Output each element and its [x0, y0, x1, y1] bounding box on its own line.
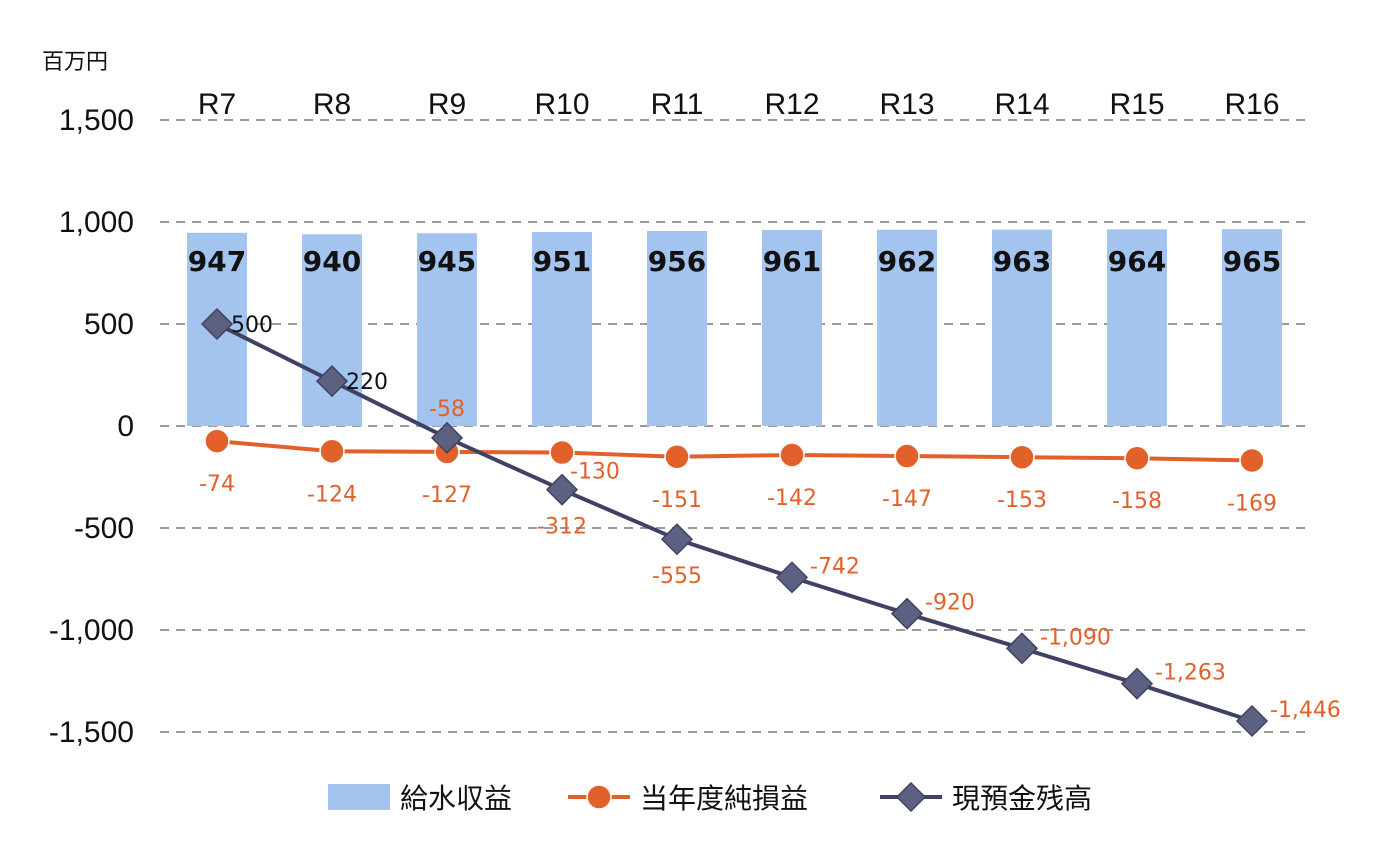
legend-label-dark-line: 現預金残高 — [952, 782, 1093, 815]
category-label: R11 — [651, 88, 704, 121]
bar — [532, 231, 592, 426]
legend-item-dark-line: 現預金残高 — [880, 770, 1092, 824]
line-value-label: 220 — [346, 370, 388, 395]
line-value-label: -151 — [652, 488, 702, 513]
diamond-marker — [200, 307, 234, 341]
category-label: R13 — [879, 88, 934, 121]
line-value-label: -1,263 — [1155, 661, 1226, 686]
category-label: R16 — [1224, 88, 1279, 121]
y-tick-label: -500 — [74, 512, 134, 545]
series-line — [216, 439, 1253, 463]
line-value-label: -142 — [767, 486, 817, 511]
circle-marker — [1239, 447, 1265, 474]
legend: 給水収益 当年度純損益 現預金残高 — [0, 770, 1400, 830]
line-series-当年度純損益 — [204, 428, 1265, 474]
bar-value-label: 964 — [1108, 245, 1166, 278]
diamond-marker — [315, 365, 349, 398]
bar — [417, 233, 477, 426]
diamond-marker — [1005, 632, 1039, 665]
legend-circle-marker-icon — [568, 784, 630, 810]
circle-marker — [319, 438, 345, 465]
data-labels: 947 940 945 951 956 961 962 963 964 965 -74 -124 -12… — [188, 245, 1341, 723]
legend-diamond-marker-icon — [880, 782, 942, 812]
diamond-marker — [1235, 704, 1269, 738]
bar — [1222, 229, 1282, 426]
diamond-marker — [1120, 667, 1154, 700]
circle-marker — [1124, 445, 1150, 471]
diamond-marker — [775, 561, 809, 594]
bar-value-label: 951 — [533, 245, 591, 278]
bar — [992, 229, 1052, 426]
line-value-label: -158 — [1112, 489, 1162, 514]
bar-value-label: 956 — [648, 245, 706, 278]
bar-value-label: 962 — [878, 245, 936, 278]
line-value-label: -1,446 — [1270, 698, 1341, 723]
y-tick-label: 500 — [84, 308, 134, 341]
legend-bar-swatch — [328, 784, 390, 810]
line-value-label: -312 — [537, 515, 587, 540]
line-value-label: -124 — [307, 482, 357, 507]
line-value-label: -74 — [199, 472, 235, 497]
bar-value-label: 940 — [303, 245, 361, 278]
y-tick-label: -1,500 — [49, 716, 134, 749]
y-tick-label: 1,500 — [59, 104, 134, 137]
circle-marker — [204, 428, 230, 454]
circle-marker — [779, 442, 805, 468]
diamond-marker — [545, 473, 579, 506]
circle-marker — [549, 439, 575, 466]
bar-value-label: 945 — [418, 245, 476, 278]
bar-value-label: 947 — [188, 245, 246, 278]
legend-label-bar: 給水収益 — [400, 782, 513, 815]
diamond-marker — [890, 597, 924, 630]
bar — [877, 229, 937, 426]
circle-marker — [1009, 444, 1035, 470]
y-axis-ticks: 1,500 1,000 500 0 -500 -1,000 -1,500 — [49, 104, 134, 749]
line-value-label: -555 — [652, 564, 702, 589]
line-value-label: -169 — [1227, 491, 1277, 516]
bar-value-label: 961 — [763, 245, 821, 278]
line-value-label: -130 — [570, 460, 620, 485]
series-line — [216, 322, 1253, 723]
line-value-label: -1,090 — [1040, 625, 1111, 650]
y-tick-label: 1,000 — [59, 206, 134, 239]
bar-series-給水収益 — [187, 229, 1282, 426]
line-value-label: -920 — [925, 591, 975, 616]
category-label: R10 — [534, 88, 589, 121]
line-value-label: 500 — [231, 313, 273, 338]
circle-marker — [894, 443, 920, 469]
category-label: R7 — [198, 88, 236, 121]
bar — [1107, 229, 1167, 426]
line-value-label: -742 — [810, 554, 860, 579]
category-label: R12 — [764, 88, 819, 121]
diamond-marker — [430, 421, 464, 454]
category-labels: R7 R8 R9 R10 R11 R12 R13 R14 R15 R16 — [198, 88, 1280, 121]
circle-marker — [664, 444, 690, 470]
category-label: R8 — [313, 88, 351, 121]
line-series-現預金残高 — [200, 307, 1269, 738]
y-tick-label: 0 — [117, 410, 134, 443]
line-value-label: -153 — [997, 488, 1047, 513]
legend-label-orange-line: 当年度純損益 — [640, 782, 809, 815]
diamond-marker — [660, 523, 694, 556]
y-axis-unit-label: 百万円 — [42, 50, 109, 75]
bar-value-label: 965 — [1223, 245, 1281, 278]
category-label: R14 — [994, 88, 1049, 121]
category-label: R15 — [1109, 88, 1164, 121]
line-value-label: -127 — [422, 483, 472, 508]
legend-item-orange-line: 当年度純損益 — [568, 770, 808, 824]
line-value-label: -58 — [429, 397, 465, 422]
bar — [762, 229, 822, 426]
line-value-label: -147 — [882, 487, 932, 512]
category-label: R9 — [428, 88, 466, 121]
bar — [647, 230, 707, 426]
bar-value-label: 963 — [993, 245, 1051, 278]
legend-item-bar: 給水収益 — [328, 770, 512, 824]
y-tick-label: -1,000 — [49, 614, 134, 647]
